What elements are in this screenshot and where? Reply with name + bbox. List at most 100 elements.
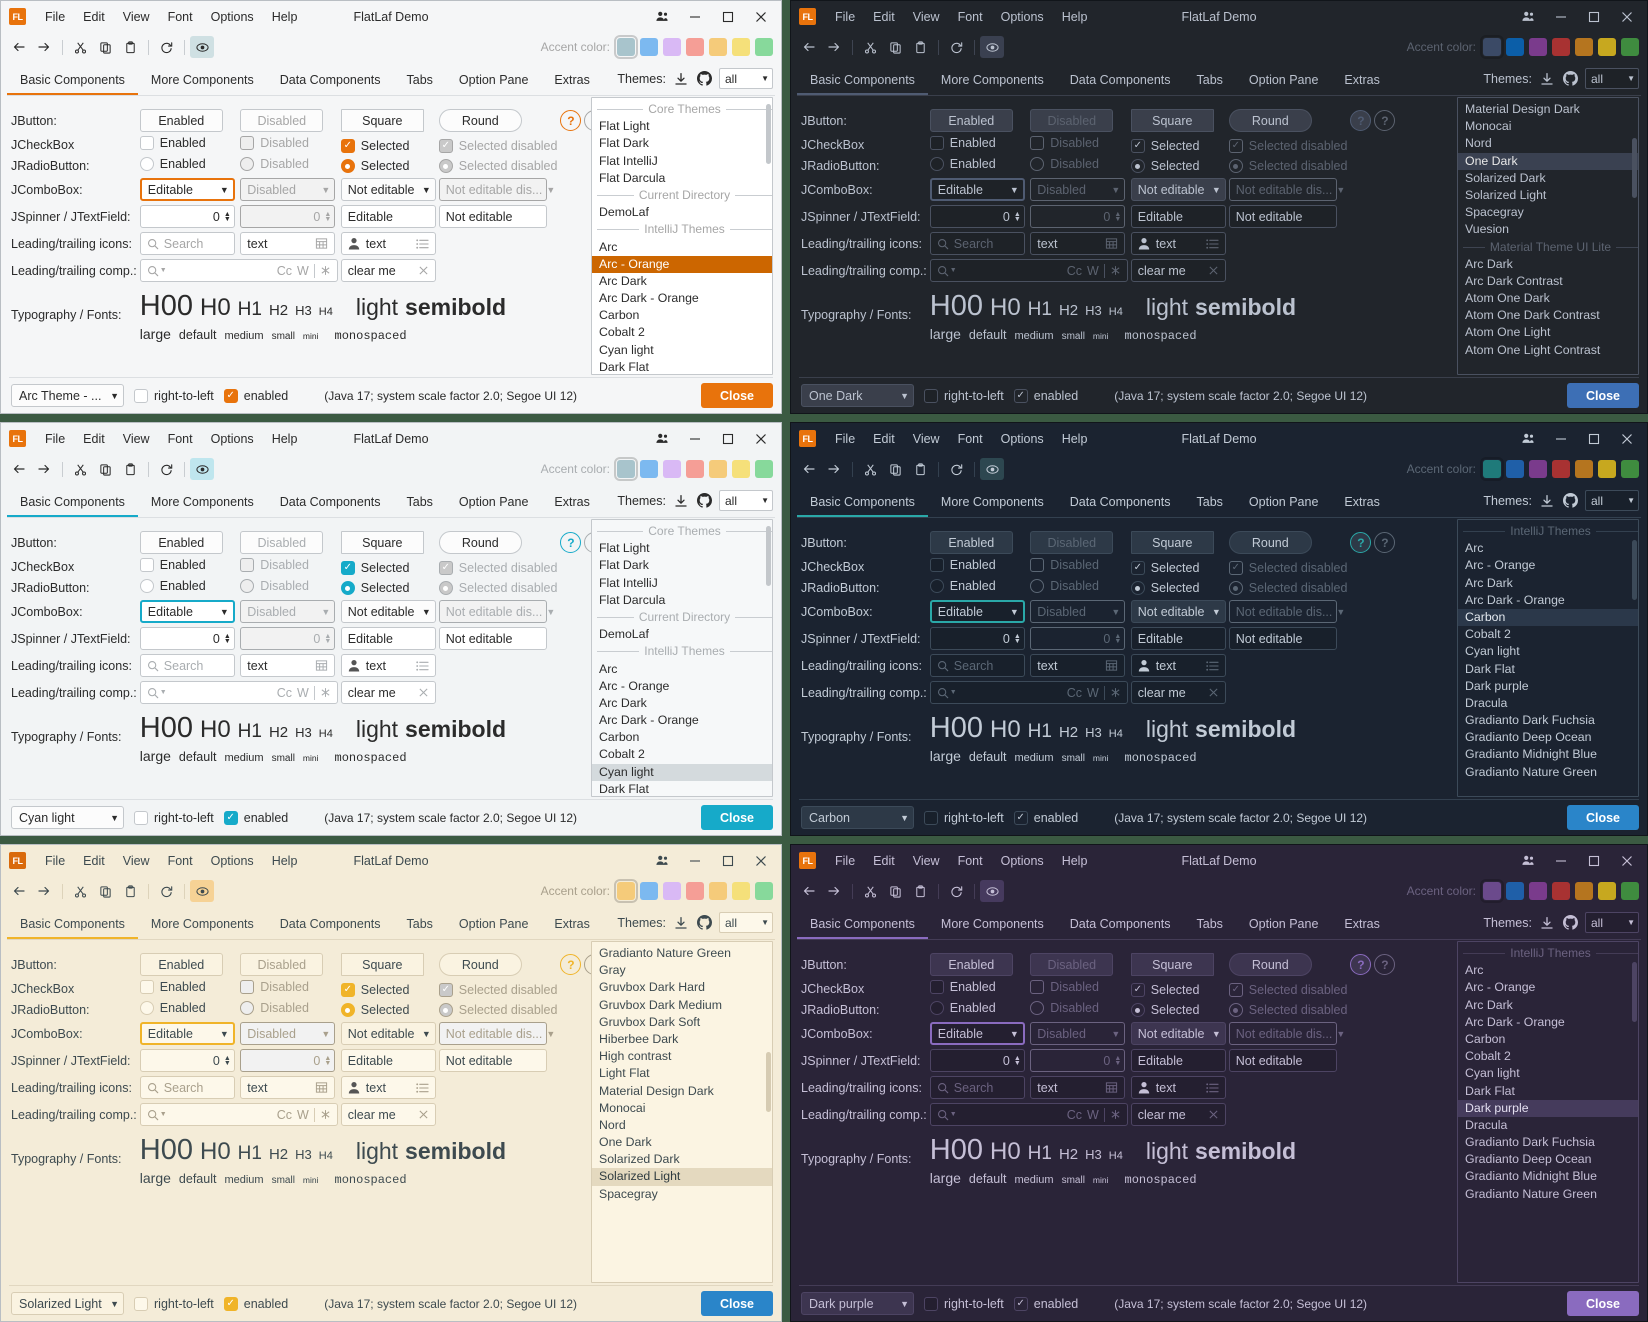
paste-icon[interactable] <box>908 880 932 902</box>
close-icon[interactable] <box>744 1 777 32</box>
tab-basic-components[interactable]: Basic Components <box>797 489 928 517</box>
theme-list-item[interactable]: Gradianto Dark Fuchsia <box>1465 713 1595 728</box>
accent-swatch-0[interactable] <box>614 35 638 59</box>
tab-basic-components[interactable]: Basic Components <box>7 911 138 939</box>
menu-font[interactable]: Font <box>957 853 983 868</box>
download-icon[interactable] <box>673 71 689 87</box>
download-icon[interactable] <box>673 493 689 509</box>
refresh-icon[interactable] <box>944 880 968 902</box>
checkbox-enabled[interactable]: Enabled <box>139 136 206 150</box>
themes-scrollbar[interactable] <box>1631 520 1638 796</box>
checkbox-box[interactable] <box>924 810 938 825</box>
theme-list-item[interactable]: Gradianto Dark Fuchsia <box>1465 1135 1595 1150</box>
tab-extras[interactable]: Extras <box>554 495 590 509</box>
chevron-down-icon[interactable]: ▼ <box>900 390 909 401</box>
theme-list-item[interactable]: Cobalt 2 <box>1465 1049 1511 1064</box>
theme-selector[interactable]: One Dark ▼ <box>801 384 914 407</box>
theme-list-item[interactable]: Hiberbee Dark <box>599 1031 679 1046</box>
checkbox-box[interactable] <box>139 558 154 572</box>
accent-swatch-1[interactable] <box>640 38 658 56</box>
menu-edit[interactable]: Edit <box>873 9 895 24</box>
help-button-filled[interactable]: ? <box>1350 532 1372 553</box>
users-icon[interactable] <box>645 423 678 454</box>
theme-list-item[interactable]: Dark Flat <box>1465 661 1515 676</box>
theme-list-item[interactable]: Cyan light <box>599 342 654 357</box>
theme-list-item[interactable]: Gray <box>599 963 626 978</box>
github-icon[interactable] <box>1562 915 1578 931</box>
w-toggle[interactable]: W <box>1086 263 1099 278</box>
paste-icon[interactable] <box>118 880 142 902</box>
accent-swatch-4[interactable] <box>1575 38 1593 56</box>
theme-list-item[interactable]: Flat IntelliJ <box>599 575 658 590</box>
theme-list-item[interactable]: Flat Darcula <box>599 592 666 607</box>
search-input[interactable]: Search <box>929 232 1025 255</box>
theme-list-item[interactable]: Carbon <box>599 730 640 745</box>
clear-x-icon[interactable] <box>418 1109 429 1120</box>
spinner-arrows[interactable]: ▲ ▼ <box>1013 632 1021 645</box>
eye-icon[interactable] <box>190 458 214 480</box>
jbutton-round[interactable]: Round <box>438 531 522 554</box>
textfield-with-calendar[interactable]: text <box>1030 654 1126 677</box>
accent-swatch-3[interactable] <box>686 882 704 900</box>
theme-list-item[interactable]: Arc Dark <box>599 695 647 710</box>
theme-list-item[interactable]: Nord <box>1465 136 1492 151</box>
search-input[interactable]: Search <box>139 232 235 255</box>
star-icon[interactable] <box>1110 1109 1121 1120</box>
calendar-grid-icon[interactable] <box>315 659 328 672</box>
chevron-down-icon[interactable]: ▼ <box>110 1298 119 1309</box>
tab-basic-components[interactable]: Basic Components <box>797 67 928 95</box>
checkbox-box[interactable] <box>134 388 148 403</box>
checkbox-enabled[interactable]: Enabled <box>139 980 206 994</box>
accent-swatch-0[interactable] <box>1480 879 1504 903</box>
tab-basic-components[interactable]: Basic Components <box>7 67 138 95</box>
tab-tabs[interactable]: Tabs <box>406 495 433 509</box>
theme-filter-select[interactable]: all ▼ <box>719 68 773 89</box>
spinner-enabled[interactable]: 0 ▲ ▼ <box>139 1049 235 1072</box>
combobox-not-editable[interactable]: Not editable ▼ <box>1130 600 1226 623</box>
tab-more-components[interactable]: More Components <box>940 917 1044 931</box>
minimize-icon[interactable] <box>678 423 711 454</box>
jbutton-round[interactable]: Round <box>438 109 522 132</box>
minimize-icon[interactable] <box>678 1 711 32</box>
theme-list-item[interactable]: Gradianto Deep Ocean <box>1465 1152 1592 1167</box>
spinner-enabled[interactable]: 0 ▲ ▼ <box>139 205 235 228</box>
menu-font[interactable]: Font <box>957 9 983 24</box>
clear-x-icon[interactable] <box>1208 265 1219 276</box>
theme-list-item[interactable]: Dracula <box>1465 695 1508 710</box>
theme-list-item[interactable]: Flat Light <box>599 119 650 134</box>
eye-icon[interactable] <box>980 458 1004 480</box>
radio-selected[interactable]: Selected <box>340 1003 409 1018</box>
combobox-not-editable[interactable]: Not editable ▼ <box>1130 1022 1226 1045</box>
combobox-not-editable[interactable]: Not editable ▼ <box>340 600 436 623</box>
cut-scissors-icon[interactable] <box>858 880 882 902</box>
accent-swatch-5[interactable] <box>732 460 750 478</box>
menu-file[interactable]: File <box>835 853 856 868</box>
enabled-checkbox[interactable]: ✓ enabled <box>1013 810 1078 825</box>
menu-file[interactable]: File <box>45 431 66 446</box>
chevron-down-icon[interactable]: ▼ <box>1211 1028 1221 1039</box>
themes-scrollbar[interactable] <box>765 98 772 374</box>
accent-swatch-2[interactable] <box>1529 882 1547 900</box>
maximize-icon[interactable] <box>711 423 744 454</box>
enabled-checkbox[interactable]: ✓ enabled <box>1013 388 1078 403</box>
menu-font[interactable]: Font <box>957 431 983 446</box>
theme-list-item[interactable]: Flat Dark <box>599 136 649 151</box>
github-icon[interactable] <box>1562 71 1578 87</box>
maximize-icon[interactable] <box>1577 845 1610 876</box>
chevron-down-icon[interactable]: ▼ <box>1009 606 1019 617</box>
accent-swatch-5[interactable] <box>732 882 750 900</box>
theme-list-item[interactable]: Gradianto Midnight Blue <box>1465 747 1597 762</box>
theme-selector[interactable]: Solarized Light ▼ <box>11 1292 124 1315</box>
jbutton-round[interactable]: Round <box>1228 531 1312 554</box>
radio-circle[interactable] <box>929 579 944 593</box>
search-dropdown-field[interactable]: ▼ Cc W <box>139 1103 338 1126</box>
checkbox-selected[interactable]: ✓ Selected <box>340 560 409 575</box>
cut-scissors-icon[interactable] <box>68 880 92 902</box>
cc-toggle[interactable]: Cc <box>1066 1107 1082 1122</box>
theme-list-item[interactable]: Carbon <box>1465 1031 1506 1046</box>
textfield-with-person[interactable]: text <box>1130 1076 1226 1099</box>
menu-help[interactable]: Help <box>1061 431 1088 446</box>
tab-extras[interactable]: Extras <box>1344 73 1380 87</box>
search-dropdown-field[interactable]: ▼ Cc W <box>929 259 1128 282</box>
theme-list-item[interactable]: Arc <box>599 239 618 254</box>
